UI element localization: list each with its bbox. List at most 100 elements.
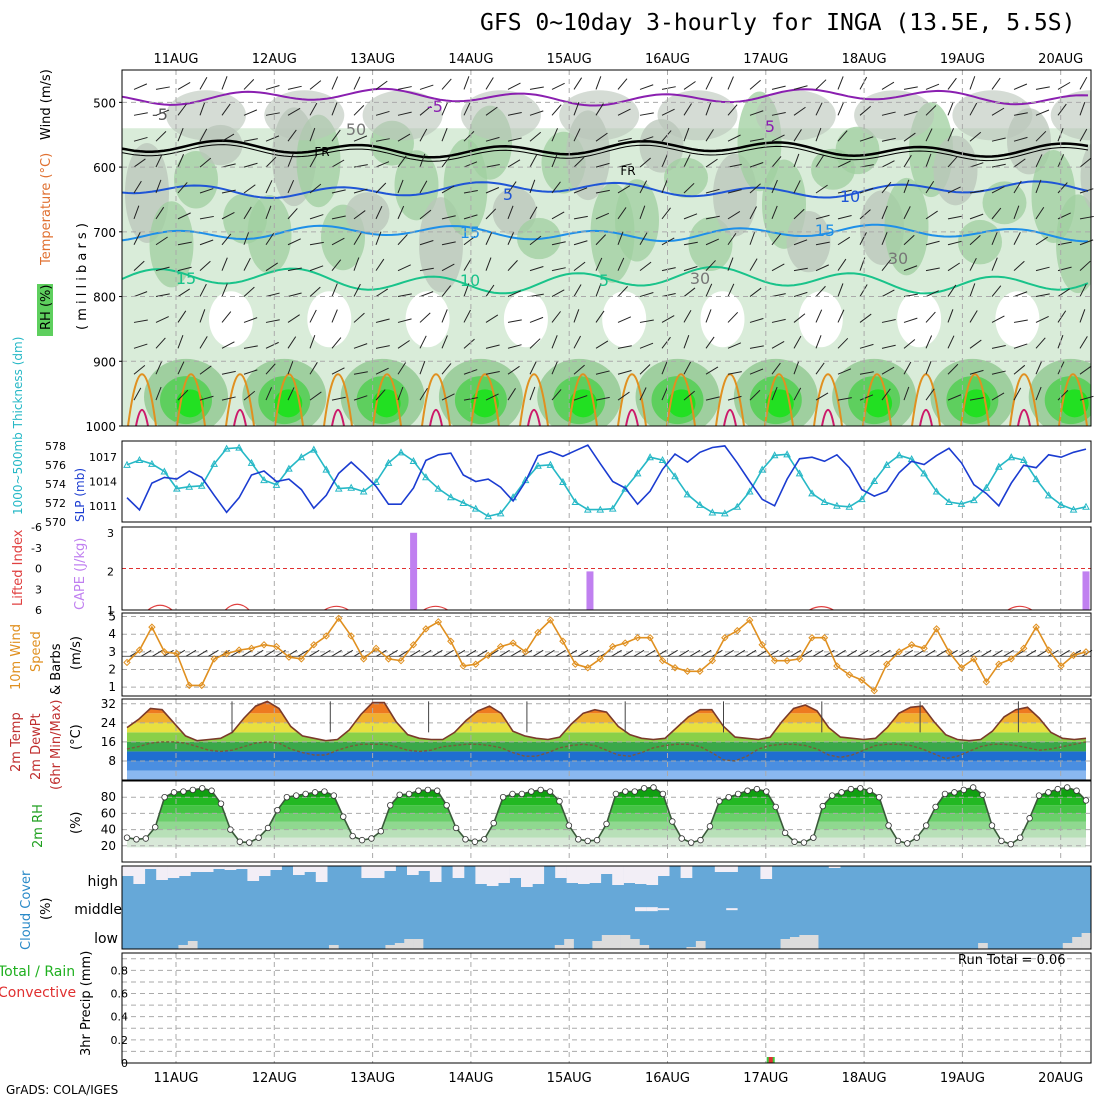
- wind-barb: [265, 112, 280, 116]
- wind-speed-series-point: [820, 634, 829, 642]
- wind-barb: [661, 336, 671, 349]
- rh-2m-series-point: [640, 785, 648, 792]
- thickness-series-point: [671, 472, 679, 480]
- date-tick-label: 11AUG: [153, 1071, 198, 1086]
- wind-barb: [991, 370, 1006, 375]
- thickness-tick-label: 576: [45, 459, 66, 472]
- wind-barb: [793, 129, 802, 142]
- wind-barb: [793, 335, 802, 349]
- thickness-tick-label: 572: [45, 497, 66, 510]
- wind-barb-10m: [801, 649, 813, 657]
- rh-2m-series-point: [988, 822, 996, 829]
- wind-barb: [221, 211, 235, 220]
- wind-barb: [529, 386, 536, 401]
- wind-speed-series-point: [708, 656, 717, 665]
- wind-barb: [617, 185, 631, 194]
- isotherm-line: [121, 223, 1089, 243]
- thickness-series-point: [260, 476, 268, 484]
- wind-speed-series-point: [521, 648, 530, 656]
- cloud-high-bar: [657, 866, 670, 876]
- rh-tick-label: 80: [101, 790, 116, 804]
- isotherm-line: [121, 144, 1089, 162]
- rh-2m-series-point: [434, 787, 441, 794]
- wind-barb-10m: [577, 649, 589, 657]
- thickness-series-point: [459, 498, 468, 506]
- rh-2m-series-point: [481, 836, 488, 843]
- rh-2m-series-point: [546, 788, 554, 795]
- wind-barb: [507, 388, 516, 401]
- rh-2m-series-point: [828, 792, 836, 799]
- wind-barb: [463, 258, 472, 271]
- wind-barb-10m: [555, 649, 566, 657]
- wind-barb: [419, 180, 428, 194]
- wind-barb: [793, 239, 808, 246]
- rh-2m-series-point: [255, 834, 262, 841]
- wind-barb: [133, 260, 145, 272]
- wind-barb: [375, 182, 387, 194]
- wind-barb: [705, 76, 713, 90]
- li-tick-label: 3: [35, 583, 42, 596]
- wind-barb: [353, 283, 361, 297]
- wind-barb-10m: [936, 649, 947, 657]
- wind-barb: [353, 371, 368, 375]
- thickness-series-point: [696, 500, 704, 508]
- cloud-cover-frame: [121, 865, 1092, 950]
- wind-barb: [859, 343, 874, 349]
- date-tick-label: 17AUG: [743, 52, 788, 67]
- cloud-high-bar: [315, 866, 328, 882]
- wind-barb: [397, 234, 408, 246]
- wind-barb: [683, 182, 695, 194]
- wind-barb: [705, 188, 720, 194]
- li-bump: [423, 605, 448, 611]
- wind-barb: [815, 285, 826, 297]
- rh-2m-series-point: [913, 834, 920, 841]
- wind-barb: [309, 183, 322, 194]
- rh-2m-series-point: [1073, 787, 1080, 794]
- wind-barb-10m: [208, 649, 219, 657]
- wind-barb: [265, 363, 276, 375]
- wind-barb: [947, 262, 961, 272]
- rh-2m-series-point: [866, 787, 873, 794]
- wind-barb: [925, 181, 935, 194]
- wind-barb: [551, 241, 566, 246]
- wind-barb: [485, 257, 492, 271]
- wind-barb: [837, 236, 851, 246]
- wind-barb: [133, 136, 148, 142]
- wind-barb: [881, 205, 888, 220]
- wind-barb: [859, 232, 867, 245]
- wind-barb: [903, 179, 910, 194]
- wind-barb: [485, 136, 500, 142]
- wind-barb: [683, 266, 698, 272]
- rh-area-low: [274, 389, 303, 418]
- wind-barb: [727, 163, 742, 168]
- temp-color-band: [127, 732, 1086, 742]
- cloud-high-bar: [213, 866, 225, 869]
- isotherm-line: [121, 265, 1089, 295]
- wind-barb: [551, 82, 565, 90]
- wind-barb: [1035, 86, 1050, 90]
- wind-barb: [837, 258, 847, 271]
- wind-barb: [309, 214, 324, 220]
- thickness-series-point: [795, 469, 804, 477]
- rh-2m-series-point: [1026, 815, 1033, 822]
- isotherm-20-line: [274, 373, 304, 427]
- wind-barb: [859, 105, 872, 116]
- wind-barb: [683, 390, 696, 401]
- pressure-tick-label: 900: [93, 355, 116, 369]
- thickness-series-point: [1069, 505, 1078, 513]
- wind-barb: [199, 101, 206, 116]
- wind-barb: [551, 153, 558, 168]
- cloud-high-bar: [179, 866, 191, 876]
- wind-barb: [661, 315, 675, 323]
- cloud-low-bar: [639, 945, 650, 949]
- ylabel-convective: Convective: [0, 985, 76, 1001]
- wind-barb: [573, 187, 588, 194]
- wind-barb: [1013, 343, 1028, 349]
- wind-barb: [595, 370, 610, 375]
- wind-barb: [639, 232, 648, 246]
- thickness-series-point: [658, 456, 667, 464]
- wind-barb: [991, 137, 1006, 142]
- wind-barb: [155, 131, 167, 142]
- thickness-series-point: [534, 461, 542, 469]
- wind-barb: [793, 291, 808, 298]
